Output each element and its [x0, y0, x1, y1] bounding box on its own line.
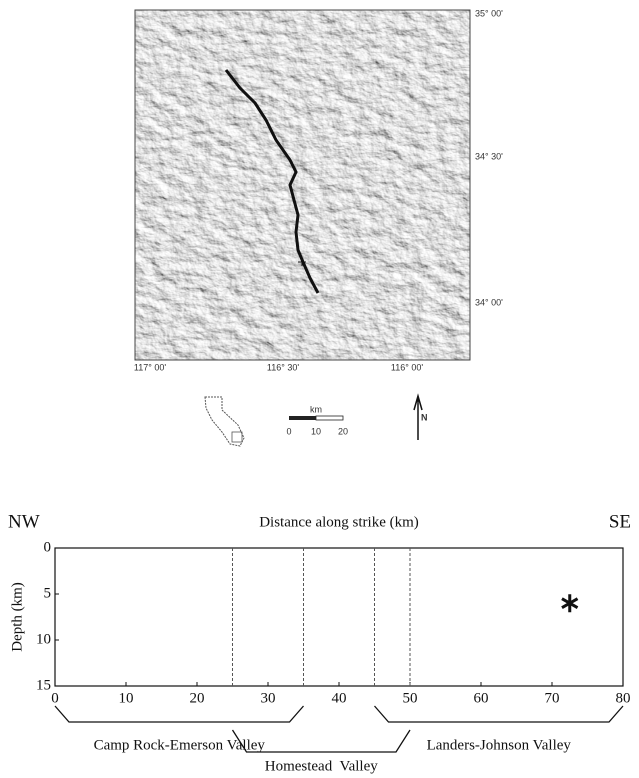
chart-title: Distance along strike (km) — [259, 514, 419, 530]
x-tick-label: 50 — [403, 690, 418, 706]
segment-bracket — [55, 706, 304, 722]
y-tick-label: 5 — [44, 585, 52, 601]
lat-label: 34° 30' — [475, 151, 503, 161]
map-extent-box — [232, 432, 242, 442]
x-tick-label: 80 — [616, 690, 631, 706]
x-tick-label: 30 — [261, 690, 276, 706]
relief-map — [135, 10, 470, 360]
cross-section: NW SE Distance along strike (km) Depth (… — [8, 511, 631, 774]
lat-label: 35° 00' — [475, 8, 503, 18]
scale-bar — [316, 416, 343, 420]
lon-label: 116° 30' — [267, 362, 299, 372]
y-tick-label: 10 — [36, 631, 51, 647]
right-label: SE — [609, 511, 631, 532]
segment-label: Homestead Valley — [265, 758, 379, 774]
figure: 35° 00' 34° 30' 34° 00' 117° 00' 116° 30… — [0, 0, 639, 778]
x-tick-label: 70 — [545, 690, 560, 706]
segment-label: Camp Rock-Emerson Valley — [94, 737, 266, 753]
lat-label: 34° 00' — [475, 297, 503, 307]
y-axis-label: Depth (km) — [9, 582, 25, 652]
x-tick-label: 40 — [332, 690, 347, 706]
scale-label: 20 — [338, 426, 348, 436]
y-tick-label: 15 — [36, 677, 51, 693]
hypocenter — [562, 594, 578, 612]
north-label: N — [421, 412, 428, 422]
scale-bar — [289, 416, 316, 420]
segment-bracket — [375, 706, 624, 722]
segment-label: Landers-Johnson Valley — [427, 737, 572, 753]
x-tick-label: 60 — [474, 690, 489, 706]
scale-unit: km — [310, 404, 322, 414]
left-label: NW — [8, 511, 40, 532]
x-tick-label: 20 — [190, 690, 205, 706]
x-tick-label: 10 — [119, 690, 134, 706]
lon-label: 117° 00' — [134, 362, 166, 372]
plot-frame — [55, 548, 623, 686]
california-outline — [205, 397, 244, 446]
scale-label: 0 — [286, 426, 291, 436]
y-tick-label: 0 — [44, 539, 52, 555]
map: 35° 00' 34° 30' 34° 00' 117° 00' 116° 30… — [134, 8, 503, 446]
scale-label: 10 — [311, 426, 321, 436]
lon-label: 116° 00' — [391, 362, 423, 372]
x-tick-label: 0 — [51, 690, 59, 706]
